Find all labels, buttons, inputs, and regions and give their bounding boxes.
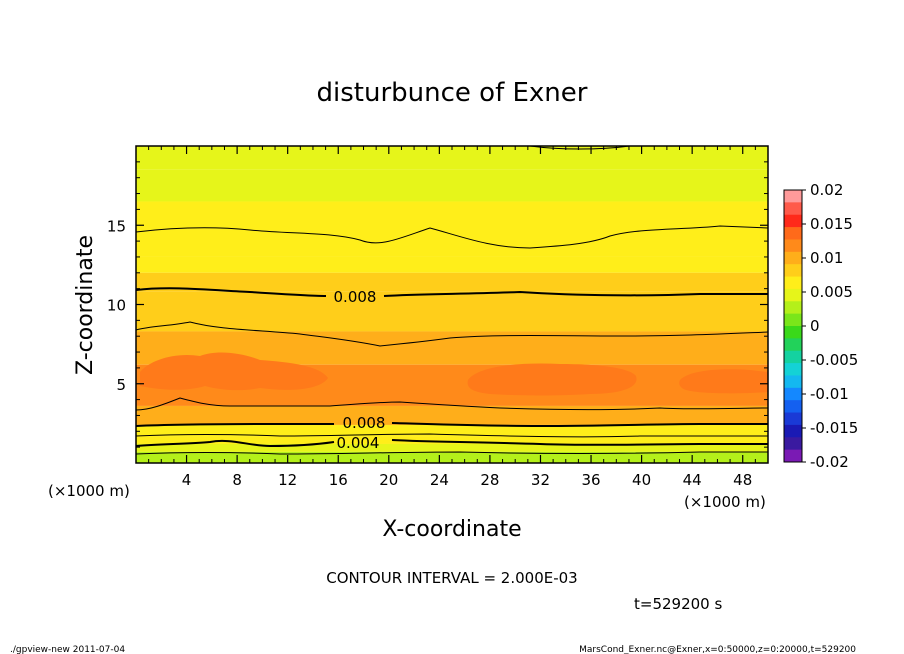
y-tick-label: 10 bbox=[107, 297, 126, 315]
plot-area: 0.008 0.008 0.004 bbox=[136, 146, 768, 463]
colorbar-tick-label: -0.01 bbox=[810, 385, 849, 403]
contour-interval: CONTOUR INTERVAL = 2.000E-03 bbox=[326, 569, 577, 587]
colorbar-segment bbox=[784, 338, 802, 352]
shaded-band bbox=[136, 256, 768, 273]
shaded-band bbox=[136, 272, 768, 292]
colorbar-segment bbox=[784, 251, 802, 265]
colorbar-tick-label: 0.01 bbox=[810, 249, 843, 267]
colorbar-segment bbox=[784, 449, 802, 463]
shaded-band bbox=[136, 443, 768, 452]
contour-line bbox=[136, 225, 768, 249]
x-tick-label: 20 bbox=[379, 471, 398, 489]
contour-label-group: 0.008 0.008 0.004 bbox=[334, 288, 386, 452]
contour-label: 0.008 bbox=[343, 414, 386, 432]
shaded-band bbox=[136, 436, 768, 444]
colorbar-segment bbox=[784, 363, 802, 376]
colorbar-segment bbox=[784, 276, 802, 290]
shaded-band bbox=[136, 169, 768, 202]
colorbar-segment bbox=[784, 202, 802, 216]
colorbar-segment bbox=[784, 288, 802, 302]
contour-label: 0.004 bbox=[337, 434, 380, 452]
shaded-band bbox=[136, 201, 768, 231]
shaded-band bbox=[136, 424, 768, 437]
colorbar-segment bbox=[784, 437, 802, 451]
contour-line bbox=[136, 433, 768, 438]
warm-blob-left bbox=[140, 352, 328, 391]
y-axis-label: Z-coordinate bbox=[73, 235, 98, 375]
colorbar-segment bbox=[784, 190, 802, 203]
colorbar-segment bbox=[784, 375, 802, 389]
x-tick-label: 12 bbox=[278, 471, 297, 489]
y-axis: 5 10 15 bbox=[107, 161, 768, 448]
colorbar-segment bbox=[784, 412, 802, 426]
x-unit-right: (×1000 m) bbox=[684, 493, 766, 511]
warm-blob-mid bbox=[467, 363, 637, 396]
colorbar-segment bbox=[784, 326, 802, 339]
colorbar-segment bbox=[784, 350, 802, 364]
colorbar-segment bbox=[784, 214, 802, 228]
y-tick-label: 15 bbox=[107, 217, 126, 235]
x-tick-label: 44 bbox=[683, 471, 702, 489]
x-tick-label: 8 bbox=[232, 471, 242, 489]
contour-label: 0.008 bbox=[334, 288, 377, 306]
x-axis: 4 8 12 16 20 24 28 32 36 40 44 48 bbox=[148, 146, 756, 489]
contour-line bbox=[136, 451, 768, 455]
shaded-band bbox=[136, 405, 768, 425]
shaded-band bbox=[136, 451, 768, 463]
colorbar-tick-label: 0.02 bbox=[810, 181, 843, 199]
contour-line bbox=[136, 397, 768, 411]
x-tick-label: 24 bbox=[430, 471, 449, 489]
contour-line bbox=[136, 287, 768, 297]
contour-line bbox=[136, 422, 768, 428]
x-tick-label: 32 bbox=[531, 471, 550, 489]
contour-line bbox=[136, 321, 768, 347]
x-tick-label: 48 bbox=[733, 471, 752, 489]
x-tick-label: 4 bbox=[182, 471, 192, 489]
colorbar-segment bbox=[784, 313, 802, 327]
shaded-bands bbox=[136, 146, 768, 463]
footer-right: MarsCond_Exner.nc@Exner,x=0:50000,z=0:20… bbox=[579, 645, 856, 654]
x-tick-label: 28 bbox=[480, 471, 499, 489]
y-tick-label: 5 bbox=[116, 376, 126, 394]
contour-line bbox=[136, 439, 768, 448]
colorbar-tick-label: -0.005 bbox=[810, 351, 858, 369]
colorbar-segment bbox=[784, 387, 802, 401]
time-label: t=529200 s bbox=[634, 595, 722, 613]
x-axis-label: X-coordinate bbox=[382, 517, 521, 542]
colorbar-segment bbox=[784, 400, 802, 414]
colorbar: 0.02 0.015 0.01 0.005 0 -0.005 -0.01 -0.015 -0.0… bbox=[783, 181, 858, 471]
colorbar-segment bbox=[784, 264, 802, 278]
footer-left: ./gpview-new 2011-07-04 bbox=[10, 645, 125, 654]
x-tick-label: 16 bbox=[329, 471, 348, 489]
shaded-band bbox=[136, 291, 768, 332]
colorbar-segment bbox=[784, 227, 802, 240]
contour-lines bbox=[136, 146, 768, 455]
colorbar-tick-label: -0.02 bbox=[810, 453, 849, 471]
colorbar-tick-label: 0.015 bbox=[810, 215, 853, 233]
colorbar-segment bbox=[784, 301, 802, 315]
x-tick-label: 40 bbox=[632, 471, 651, 489]
colorbar-tick-label: 0.005 bbox=[810, 283, 853, 301]
chart-title: disturbunce of Exner bbox=[317, 78, 588, 108]
colorbar-tick-label: 0 bbox=[810, 317, 820, 335]
colorbar-tick-label: -0.015 bbox=[810, 419, 858, 437]
warm-blob-right bbox=[679, 369, 768, 394]
warm-blobs bbox=[140, 352, 768, 396]
shaded-band bbox=[136, 146, 768, 170]
colorbar-segment bbox=[784, 424, 802, 438]
x-tick-label: 36 bbox=[581, 471, 600, 489]
colorbar-segment bbox=[784, 239, 802, 253]
x-unit-left: (×1000 m) bbox=[48, 482, 130, 500]
